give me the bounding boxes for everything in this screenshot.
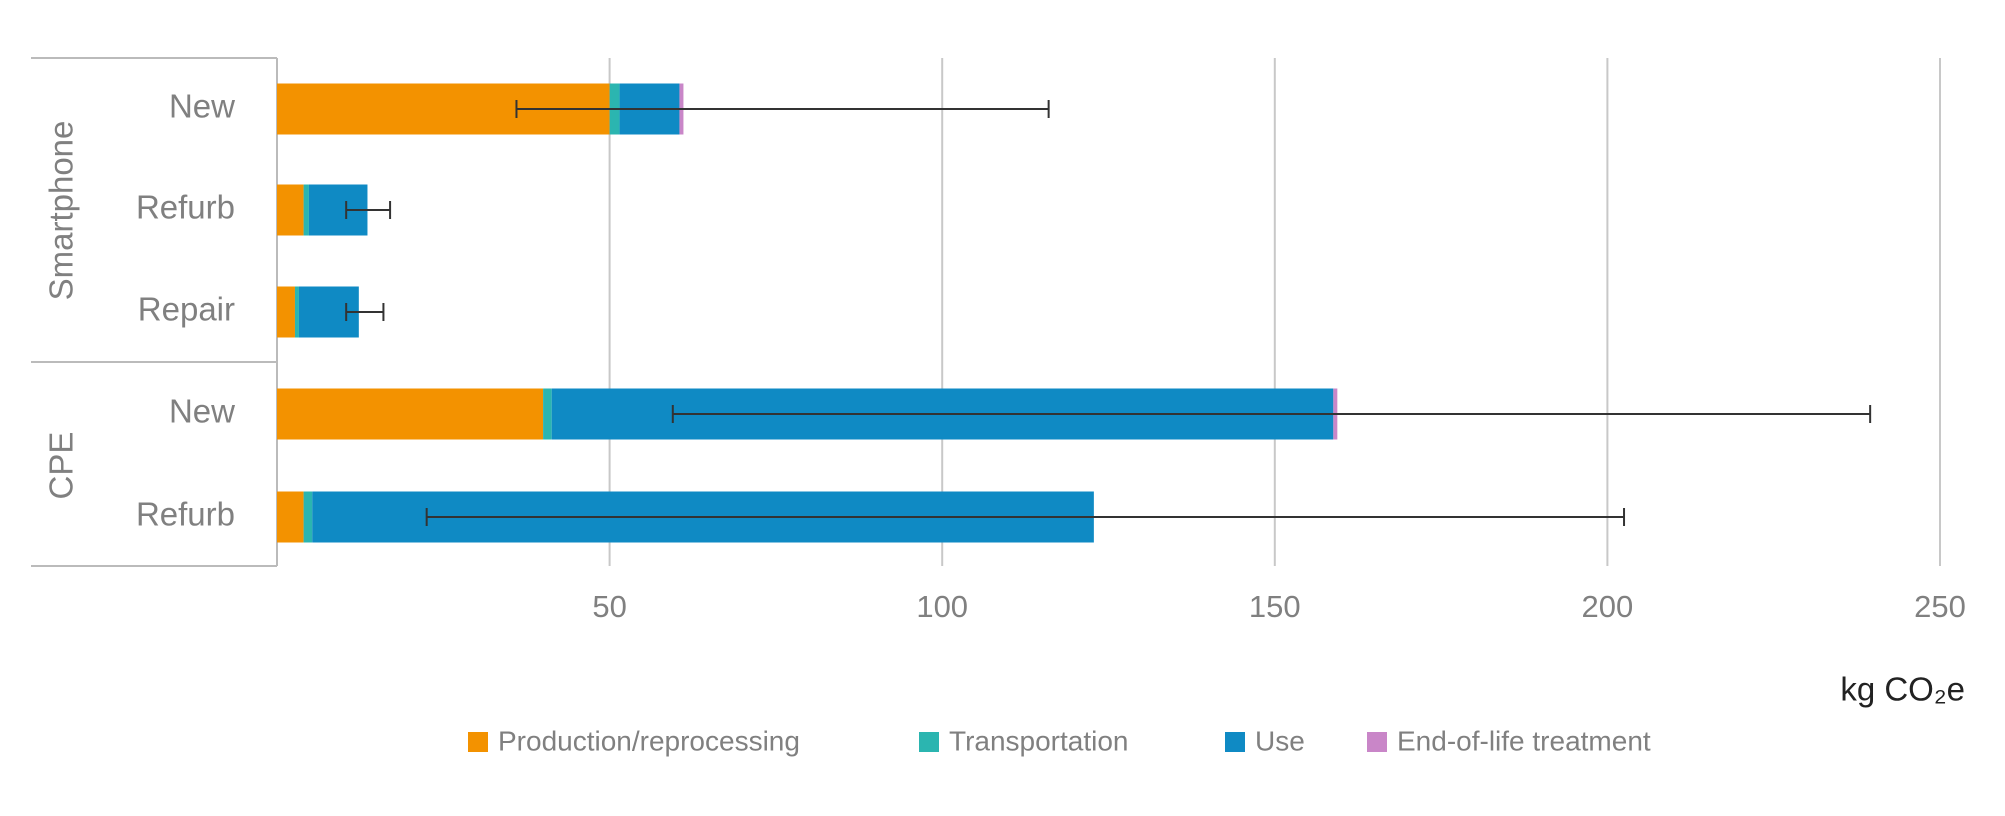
legend-swatch <box>919 732 939 752</box>
group-label: Smartphone <box>43 121 80 301</box>
category-label: Refurb <box>136 496 235 533</box>
category-label: New <box>169 393 235 430</box>
x-tick-label: 100 <box>916 589 968 624</box>
legend-swatch <box>1367 732 1387 752</box>
bar-segment <box>543 388 552 440</box>
error-bar <box>345 303 385 321</box>
legend-swatch <box>1225 732 1245 752</box>
legend-label: Production/reprocessing <box>498 725 800 756</box>
group-label: CPE <box>43 432 80 500</box>
legend-label: Transportation <box>949 725 1129 756</box>
category-label: Refurb <box>136 189 235 226</box>
x-tick-label: 250 <box>1914 589 1966 624</box>
error-bar <box>345 201 392 219</box>
error-bar <box>515 100 1050 118</box>
category-label: New <box>169 88 235 125</box>
bar-segment <box>277 184 304 236</box>
bar-segment <box>277 388 544 440</box>
legend-label: End-of-life treatment <box>1397 725 1651 756</box>
legend-label: Use <box>1255 725 1305 756</box>
x-tick-label: 150 <box>1249 589 1301 624</box>
bar-segment <box>303 491 313 543</box>
bars <box>277 83 1338 543</box>
x-axis-label: kg CO₂e <box>1840 671 1965 708</box>
bar-segment <box>294 286 299 338</box>
category-label: Repair <box>138 291 235 328</box>
x-tick-label: 50 <box>592 589 626 624</box>
error-bar <box>425 508 1626 526</box>
legend-swatch <box>468 732 488 752</box>
bar-segment <box>303 184 309 236</box>
error-bar <box>671 405 1872 423</box>
x-tick-label: 200 <box>1582 589 1634 624</box>
bar-segment <box>277 286 295 338</box>
bar-segment <box>277 491 304 543</box>
